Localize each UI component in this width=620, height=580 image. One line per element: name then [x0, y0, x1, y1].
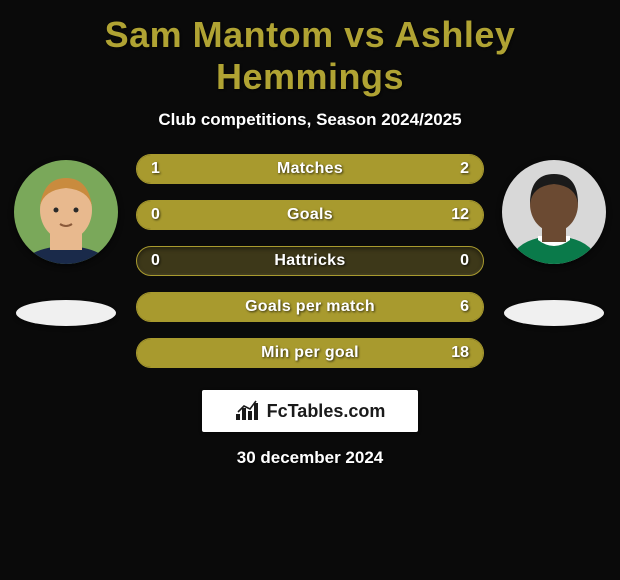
stat-value-left: 0	[151, 252, 160, 270]
player-left-avatar	[14, 160, 118, 264]
stat-value-left: 0	[151, 206, 160, 224]
stat-label: Hattricks	[137, 252, 483, 270]
subtitle: Club competitions, Season 2024/2025	[8, 110, 612, 130]
stat-value-right: 0	[460, 252, 469, 270]
fctables-logo: FcTables.com	[202, 390, 418, 432]
bars-icon	[235, 400, 261, 422]
stat-value-right: 18	[451, 344, 469, 362]
stat-label: Goals	[137, 206, 483, 224]
stat-label: Matches	[137, 160, 483, 178]
player-left-column	[12, 154, 120, 326]
stat-value-left: 1	[151, 160, 160, 178]
stat-bar: Matches1 2	[136, 154, 484, 184]
page-title: Sam Mantom vs Ashley Hemmings	[8, 14, 612, 98]
player-right-shadow	[504, 300, 604, 326]
stats-column: Matches12Goals012Hattricks00Goals per ma…	[120, 154, 500, 384]
stat-value-right: 6	[460, 298, 469, 316]
stat-value-right: 12	[451, 206, 469, 224]
stat-bar: Goals0 12	[136, 200, 484, 230]
player-right-avatar	[502, 160, 606, 264]
stat-bar: Hattricks0 0	[136, 246, 484, 276]
comparison-row: Matches12Goals012Hattricks00Goals per ma…	[8, 154, 612, 384]
player-right-column	[500, 154, 608, 326]
stat-bar: Goals per match6	[136, 292, 484, 322]
stat-value-right: 2	[460, 160, 469, 178]
stat-label: Goals per match	[137, 298, 483, 316]
date: 30 december 2024	[8, 448, 612, 468]
player-left-shadow	[16, 300, 116, 326]
stat-bar: Min per goal18	[136, 338, 484, 368]
logo-text: FcTables.com	[267, 401, 386, 422]
stat-label: Min per goal	[137, 344, 483, 362]
